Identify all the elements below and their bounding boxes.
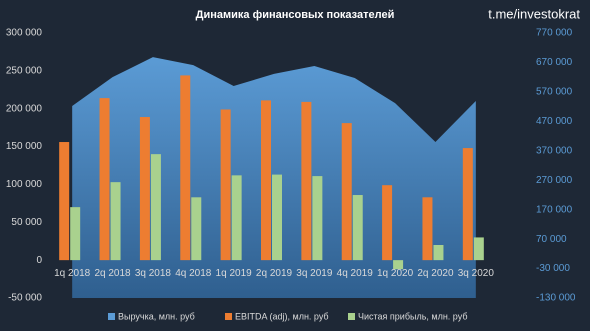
y2-tick-label: 370 000 (536, 145, 573, 156)
bar (99, 98, 110, 261)
bar (312, 176, 323, 261)
bar (382, 185, 393, 261)
y2-tick-label: 170 000 (536, 204, 573, 215)
y-tick-label: 100 000 (6, 179, 43, 190)
x-tick-label: 2q 2019 (256, 268, 293, 279)
y2-tick-label: 670 000 (536, 57, 573, 68)
bar (180, 75, 191, 261)
y-tick-label: 150 000 (6, 141, 43, 152)
y-tick-label: 200 000 (6, 103, 43, 114)
bar (352, 195, 363, 261)
x-tick-label: 1q 2020 (377, 268, 414, 279)
x-tick-label: 1q 2019 (216, 268, 253, 279)
y-tick-label: -50 000 (8, 293, 42, 304)
x-tick-label: 4q 2019 (337, 268, 374, 279)
bar (59, 142, 70, 261)
x-tick-label: 3q 2019 (296, 268, 333, 279)
y2-tick-label: 470 000 (536, 116, 573, 127)
x-tick-label: 3q 2018 (135, 268, 172, 279)
bar (393, 260, 404, 270)
y2-tick-label: -30 000 (536, 263, 570, 274)
bar (139, 117, 150, 261)
y2-tick-label: 770 000 (536, 28, 573, 39)
x-tick-label: 1q 2018 (54, 268, 91, 279)
legend-swatch (225, 313, 232, 320)
watermark: t.me/investokrat (488, 6, 580, 21)
y-tick-label: 300 000 (6, 28, 43, 39)
bar (110, 182, 121, 261)
bar (272, 174, 282, 261)
chart-title: Динамика финансовых показателей (196, 9, 395, 21)
x-tick-label: 2q 2020 (417, 268, 454, 279)
bar (231, 175, 242, 261)
bar (220, 109, 231, 261)
x-tick-label: 2q 2018 (94, 268, 131, 279)
legend-label: Выручка, млн. руб (118, 311, 195, 321)
y2-tick-label: 270 000 (536, 175, 573, 186)
y-tick-label: 250 000 (6, 65, 43, 76)
x-tick-label: 4q 2018 (175, 268, 212, 279)
legend-label: EBITDA (adj), млн. руб (235, 311, 329, 321)
bar (70, 207, 81, 261)
bar (473, 237, 484, 261)
bar (433, 245, 444, 261)
y2-tick-label: 70 000 (536, 234, 567, 245)
legend-swatch (108, 313, 115, 320)
x-tick-label: 3q 2020 (458, 268, 495, 279)
bar (341, 123, 352, 261)
bar (462, 148, 473, 261)
y2-tick-label: 570 000 (536, 87, 573, 98)
bar (150, 154, 161, 261)
bar (422, 197, 433, 261)
bar (261, 100, 271, 261)
legend-label: Чистая прибыль, млн. руб (358, 311, 467, 321)
y2-tick-label: -130 000 (536, 293, 576, 304)
bar (191, 197, 202, 261)
y-tick-label: 50 000 (11, 217, 42, 228)
y-tick-label: 0 (36, 255, 42, 266)
bar (301, 101, 312, 261)
legend-swatch (348, 313, 355, 320)
